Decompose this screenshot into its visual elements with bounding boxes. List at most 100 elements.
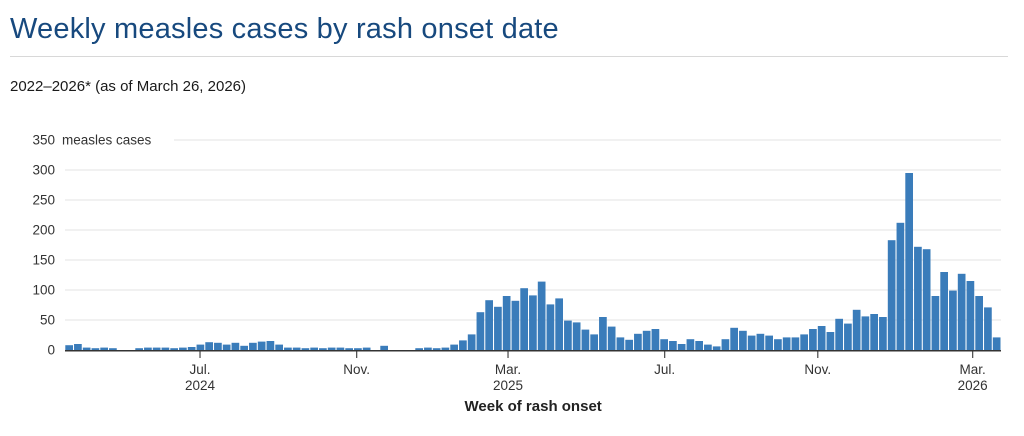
bar[interactable] xyxy=(660,339,668,350)
bar[interactable] xyxy=(686,339,695,350)
bar[interactable] xyxy=(292,347,301,350)
bar[interactable] xyxy=(196,344,205,350)
bar[interactable] xyxy=(940,272,948,350)
bar[interactable] xyxy=(476,312,485,350)
bar[interactable] xyxy=(949,290,957,350)
bar[interactable] xyxy=(432,348,441,350)
bar[interactable] xyxy=(870,314,878,350)
bar[interactable] xyxy=(957,273,966,350)
bar[interactable] xyxy=(852,309,861,350)
bar[interactable] xyxy=(914,246,922,350)
bar[interactable] xyxy=(485,300,493,350)
bar[interactable] xyxy=(345,348,353,350)
bar[interactable] xyxy=(82,347,91,350)
bar[interactable] xyxy=(599,317,607,350)
bar[interactable] xyxy=(826,332,835,350)
bar[interactable] xyxy=(222,344,231,350)
bar[interactable] xyxy=(669,341,677,350)
bar[interactable] xyxy=(625,339,633,350)
bar[interactable] xyxy=(214,342,222,350)
bar[interactable] xyxy=(975,296,983,350)
bar[interactable] xyxy=(546,304,555,350)
bar[interactable] xyxy=(362,347,371,350)
bar[interactable] xyxy=(887,240,896,350)
bar[interactable] xyxy=(704,344,712,350)
bar[interactable] xyxy=(231,342,240,350)
bar[interactable] xyxy=(380,345,388,350)
bar[interactable] xyxy=(240,345,248,350)
bar[interactable] xyxy=(844,323,852,350)
bar[interactable] xyxy=(607,326,616,350)
bar[interactable] xyxy=(721,339,730,350)
bar[interactable] xyxy=(537,281,546,350)
bar[interactable] xyxy=(564,320,572,350)
bar[interactable] xyxy=(590,334,598,350)
bar[interactable] xyxy=(809,329,817,350)
bar[interactable] xyxy=(502,296,511,350)
bar[interactable] xyxy=(161,347,170,350)
bar[interactable] xyxy=(100,347,108,350)
bar[interactable] xyxy=(424,347,432,350)
bar[interactable] xyxy=(135,348,143,350)
bar[interactable] xyxy=(817,326,826,350)
bar[interactable] xyxy=(730,327,738,350)
bar[interactable] xyxy=(572,322,581,350)
bar[interactable] xyxy=(441,347,450,350)
bar[interactable] xyxy=(992,337,1001,350)
bar[interactable] xyxy=(747,335,756,350)
bar[interactable] xyxy=(791,337,800,350)
bar[interactable] xyxy=(65,345,73,350)
bar[interactable] xyxy=(765,335,773,350)
bar[interactable] xyxy=(634,333,642,350)
bar[interactable] xyxy=(712,346,721,350)
bar[interactable] xyxy=(739,330,747,350)
bar[interactable] xyxy=(336,347,345,350)
bar[interactable] xyxy=(170,348,178,350)
bar[interactable] xyxy=(152,347,161,350)
bar[interactable] xyxy=(284,347,292,350)
bar[interactable] xyxy=(275,344,283,350)
bar[interactable] xyxy=(581,329,590,350)
bar[interactable] xyxy=(109,348,117,350)
bar[interactable] xyxy=(896,222,905,350)
bar[interactable] xyxy=(257,341,266,350)
bar[interactable] xyxy=(529,295,537,350)
bar[interactable] xyxy=(774,339,782,350)
bar[interactable] xyxy=(520,288,528,350)
bar[interactable] xyxy=(651,329,660,350)
bar[interactable] xyxy=(879,317,887,350)
bar[interactable] xyxy=(266,341,275,350)
bar[interactable] xyxy=(966,281,975,350)
bar[interactable] xyxy=(319,348,327,350)
bar[interactable] xyxy=(677,344,686,350)
bar[interactable] xyxy=(249,342,257,350)
bar[interactable] xyxy=(931,296,940,350)
bar[interactable] xyxy=(642,330,651,350)
bar[interactable] xyxy=(756,333,765,350)
bar[interactable] xyxy=(187,347,196,350)
bar[interactable] xyxy=(301,348,310,350)
bar[interactable] xyxy=(327,347,336,350)
bar[interactable] xyxy=(144,347,152,350)
bar[interactable] xyxy=(555,298,563,350)
bar[interactable] xyxy=(984,307,992,350)
bar[interactable] xyxy=(800,334,808,350)
bar[interactable] xyxy=(354,348,362,350)
bar[interactable] xyxy=(695,341,703,350)
bar[interactable] xyxy=(74,344,82,350)
bar[interactable] xyxy=(835,318,843,350)
bar[interactable] xyxy=(450,344,458,350)
bar[interactable] xyxy=(511,300,520,350)
bar[interactable] xyxy=(205,342,213,350)
bar[interactable] xyxy=(91,348,100,350)
bar[interactable] xyxy=(861,316,870,350)
bar[interactable] xyxy=(179,347,187,350)
bar[interactable] xyxy=(459,340,467,350)
bar[interactable] xyxy=(467,334,476,350)
bar[interactable] xyxy=(616,337,625,350)
bar[interactable] xyxy=(905,173,913,350)
bar[interactable] xyxy=(782,337,791,350)
bar[interactable] xyxy=(922,249,931,350)
bar[interactable] xyxy=(494,306,502,350)
bar[interactable] xyxy=(415,348,423,350)
